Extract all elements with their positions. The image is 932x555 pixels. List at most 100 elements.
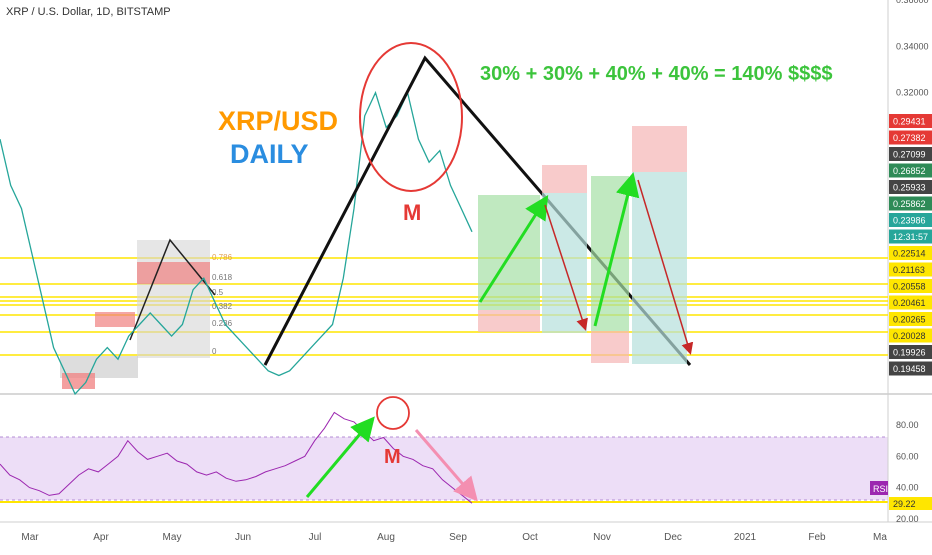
price-tag: 0.29431 (889, 114, 932, 128)
down-arrow (637, 179, 694, 355)
target-red-box (542, 165, 587, 193)
x-tick-label: Nov (593, 532, 611, 543)
rsi-tag-bg (870, 481, 888, 495)
timeframe-label: DAILY (230, 139, 309, 169)
y-tick-label: 0.32000 (896, 88, 929, 98)
price-tag-label: 12:31:57 (893, 232, 928, 242)
target-red-box (478, 310, 540, 332)
x-tick-label: Sep (449, 532, 467, 543)
top-circle (359, 42, 463, 192)
rsi-pattern-label: M (384, 446, 401, 468)
y-tick-label: 0.36000 (896, 0, 929, 5)
x-tick-label: Aug (377, 532, 395, 543)
price-tag-bg (889, 114, 932, 128)
down-arrow (544, 204, 588, 331)
price-tag: 0.20265 (889, 312, 932, 326)
price-tag: 0.19458 (889, 361, 932, 376)
price-tag-label: 0.25933 (893, 183, 926, 193)
symbol-line: XRP / U.S. Dollar, 1D, BITSTAMP (6, 6, 171, 18)
price-tag-bg (889, 295, 932, 310)
target-green-box (591, 176, 629, 331)
price-tag-label: 0.25862 (893, 199, 926, 209)
price-tag-bg (889, 163, 932, 178)
y-tick-label: 0.34000 (896, 41, 929, 51)
small-zigzag (129, 238, 216, 341)
target-red-box (591, 331, 629, 363)
x-tick-label: Jul (309, 532, 322, 543)
x-tick-label: Mar (21, 532, 39, 543)
rsi-value: 29.22 (893, 499, 916, 509)
left-gray-box (60, 356, 138, 378)
price-tag-label: 0.19458 (893, 364, 926, 374)
price-tag: 0.25933 (889, 180, 932, 194)
price-tag-bg (889, 196, 932, 211)
x-tick-label: Apr (93, 532, 109, 543)
price-tag-bg (889, 180, 932, 194)
price-tag: 0.22514 (889, 246, 932, 260)
price-tag-bg (889, 246, 932, 260)
rsi-tick-label: 80.00 (896, 420, 919, 430)
fib-box (137, 240, 210, 358)
x-tick-label: May (163, 532, 182, 543)
price-tag-label: 0.27099 (893, 150, 926, 160)
rsi-series-line (0, 411, 473, 504)
price-tag-bg (889, 279, 932, 293)
target-text: 30% + 30% + 40% + 40% = 140% $$$$ (480, 63, 833, 85)
rsi-tick-label: 20.00 (896, 514, 919, 524)
up-arrow (593, 172, 640, 327)
price-tag-label: 0.22514 (893, 249, 926, 259)
rsi-tag: RSI (873, 484, 888, 494)
x-tick-label: Dec (664, 532, 682, 543)
price-tag-label: 0.27382 (893, 133, 926, 143)
price-tag-bg (889, 312, 932, 326)
price-tag-label: 0.20265 (893, 315, 926, 325)
rsi-tick-label: 60.00 (896, 451, 919, 461)
price-tag-label: 0.23986 (893, 216, 926, 226)
price-tag-label: 0.19926 (893, 348, 926, 358)
rsi-value-bg (889, 497, 932, 510)
fib-label: 0.236 (212, 319, 233, 328)
price-tag-label: 0.20461 (893, 298, 926, 308)
price-tag: 0.20461 (889, 295, 932, 310)
price-tag: 0.20028 (889, 328, 932, 343)
x-tick-label: 2021 (734, 532, 757, 543)
rsi-band (0, 437, 888, 500)
price-tag-bg (889, 345, 932, 359)
up-arrow (478, 194, 549, 303)
x-tick-label: Oct (522, 532, 538, 543)
price-tag: 0.26852 (889, 163, 932, 178)
fib-label: 0.382 (212, 302, 233, 311)
price-tag-bg (889, 147, 932, 161)
rsi-up-arrow (305, 416, 375, 498)
price-tag-label: 0.21163 (893, 265, 925, 275)
pattern-label: M (403, 200, 421, 225)
price-tag-bg (889, 130, 932, 145)
fib-labels: 0.786 0.618 0.5 0.382 0.236 0 (212, 253, 233, 356)
price-tag-label: 0.20558 (893, 282, 926, 292)
price-tag-bg (889, 229, 932, 244)
pair-label: XRP/USD (218, 106, 338, 136)
x-tick-label: Feb (808, 532, 826, 543)
price-tag: 0.23986 (889, 213, 932, 227)
time-axis-ticks: Mar Apr May Jun Jul Aug Sep Oct Nov Dec 2021 Feb Ma (21, 532, 887, 543)
price-tag: 0.27099 (889, 147, 932, 161)
fib-red-zone (137, 262, 210, 284)
small-red-box (95, 312, 135, 327)
price-tag-label: 0.29431 (893, 117, 926, 127)
price-tag: 0.19926 (889, 345, 932, 359)
fib-label: 0.786 (212, 253, 233, 262)
price-tag-label: 0.26852 (893, 166, 926, 176)
price-tag-bg (889, 213, 932, 227)
x-tick-label: Ma (873, 532, 887, 543)
price-tag: 0.25862 (889, 196, 932, 211)
price-tag: 0.20558 (889, 279, 932, 293)
price-tag: 0.21163 (889, 262, 932, 277)
price-tag-bg (889, 361, 932, 376)
rsi-circle (376, 396, 410, 430)
price-tag: 0.27382 (889, 130, 932, 145)
price-tag-bg (889, 262, 932, 277)
rsi-down-arrow (414, 429, 478, 502)
